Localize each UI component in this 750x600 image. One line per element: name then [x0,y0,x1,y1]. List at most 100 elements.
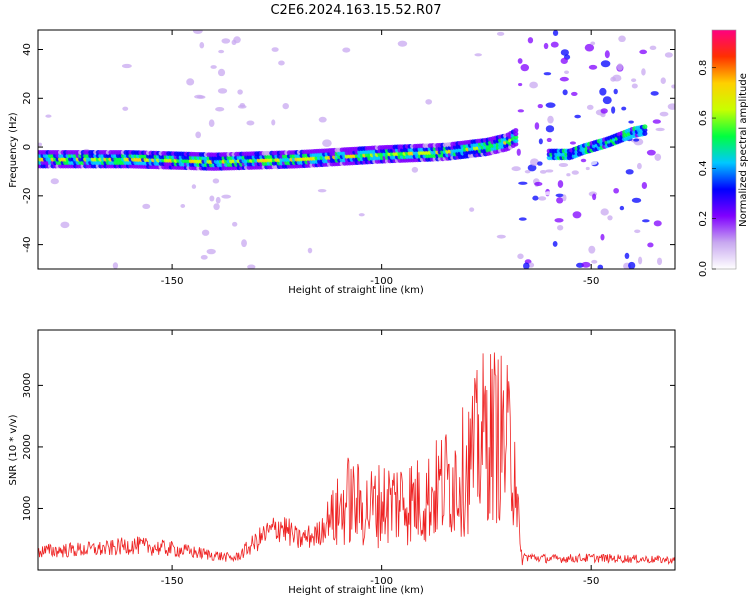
heatmap-cell [582,130,593,134]
colorbar-label: Normalized spectral amplitude [738,73,749,227]
heatmap-cell [572,211,582,219]
heatmap-cell [196,95,206,99]
heatmap-cell [121,63,132,69]
heatmap-cell [580,218,587,223]
heatmap-cell [660,77,666,85]
heatmap-cell [358,213,365,217]
heatmap-cell [581,261,591,268]
heatmap-cell [246,120,255,126]
heatmap-cell [547,115,554,124]
colorbar-frame [711,29,737,270]
heatmap-cell [45,114,52,118]
heatmap-cell [200,262,208,268]
heatmap-cells [38,30,675,269]
colorbar-tick-label: 0.8 [698,60,709,76]
x-tick-label: -150 [161,276,184,287]
heatmap-cell [518,181,528,185]
x-tick-label: -150 [161,576,184,587]
snr-plot-area [38,330,675,570]
heatmap-cell [538,138,543,145]
heatmap-cell [469,207,475,212]
heatmap-frame [37,29,676,270]
heatmap-cell [517,253,524,260]
heatmap-cell [524,169,531,174]
heatmap-cell [600,60,611,68]
heatmap-cell [513,134,519,140]
heatmap-cell [208,119,215,128]
heatmap-cell [278,60,285,66]
heatmap-x-axis-label: Height of straight line (km) [288,285,424,296]
heatmap-cell [600,108,608,114]
heatmap-cell [642,219,650,223]
y-tick-label: 2000 [22,434,33,459]
heatmap-cell [382,223,391,232]
heatmap-cell [647,242,654,248]
snr-series-line [38,352,675,566]
heatmap-cell [534,181,543,186]
heatmap-cell [210,65,217,69]
heatmap-cell [642,124,648,130]
heatmap-cell [537,161,543,166]
heatmap-cell [591,259,598,264]
heatmap-cell [142,203,151,210]
heatmap-cell [397,40,408,47]
heatmap-cell [542,96,548,101]
heatmap-cell [670,139,675,146]
heatmap-cell [189,206,199,212]
heatmap-cell [233,36,241,44]
heatmap-cell [513,141,519,147]
heatmap-cell [539,169,547,174]
heatmap-cell [569,141,577,145]
heatmap-cell [287,96,295,101]
heatmap-cell [268,59,279,67]
heatmap-cell [600,233,605,241]
heatmap-cell [625,169,634,175]
heatmap-cell [618,35,626,43]
heatmap-cell [215,196,221,204]
colorbar-gradient [712,30,736,269]
heatmap-cell [564,70,570,74]
heatmap-cell [237,104,247,109]
snr-panel: -150 -100 -50 1000 2000 3000 Height of straig… [8,329,676,596]
heatmap-cell [271,47,279,52]
heatmap-cell [641,181,648,190]
heatmap-cell [92,223,102,228]
heatmap-cell [527,37,534,44]
heatmap-cell [282,103,289,110]
heatmap-cell [191,184,197,189]
heatmap-cell [192,127,202,133]
heatmap-cell [527,164,537,172]
heatmap-cell [221,194,232,199]
heatmap-cell [640,88,646,93]
y-tick-label: 0 [22,144,33,150]
heatmap-cell [218,49,225,54]
heatmap-cell [642,127,648,133]
heatmap-cell [602,96,612,105]
heatmap-cell [246,259,257,264]
heatmap-cell [586,104,594,110]
x-tick-label: -100 [370,276,393,287]
snr-frame [37,329,676,571]
heatmap-cell [628,120,634,124]
heatmap-cell [607,215,613,221]
heatmap-cell [652,119,661,124]
heatmap-cell [516,148,521,156]
heatmap-cell [50,178,59,185]
heatmap-cell [654,153,662,161]
colorbar-tick-label: 0.0 [698,261,709,277]
heatmap-cell [232,221,238,227]
heatmap-cell [588,245,596,254]
figure-title: C2E6.2024.163.15.52.R07 [270,3,441,18]
heatmap-cell [566,173,571,177]
snr-x-axis-label: Height of straight line (km) [288,585,424,596]
heatmap-cell [613,187,619,194]
heatmap-cell [557,239,567,245]
heatmap-cell [247,264,256,269]
heatmap-cell [544,191,552,196]
heatmap-cell [556,197,564,204]
heatmap-cell [653,220,662,227]
heatmap-cell [186,78,195,86]
x-tick-label: -100 [370,576,393,587]
heatmap-cell [545,169,554,173]
heatmap-cell [657,257,663,266]
